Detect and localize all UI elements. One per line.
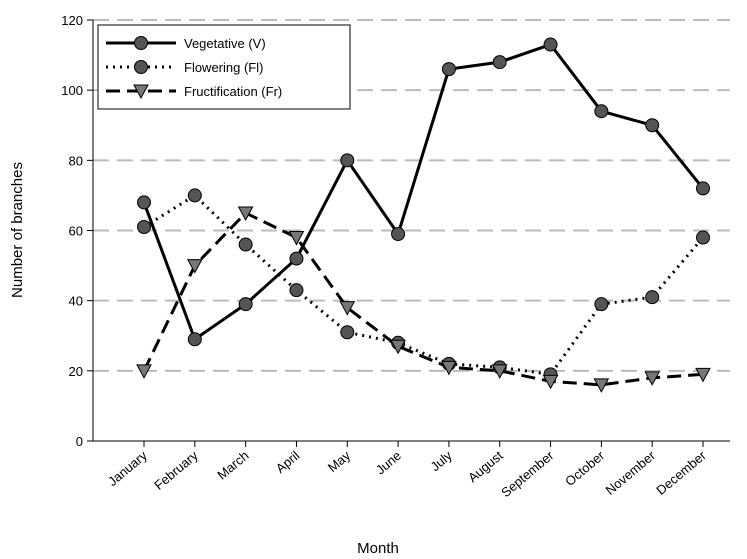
legend-label: Fructification (Fr) xyxy=(184,84,282,99)
point xyxy=(238,237,253,252)
legend: Vegetative (V) Flowering (Fl) Fructificati… xyxy=(97,24,351,110)
point xyxy=(695,367,711,383)
x-tick-label: October xyxy=(562,447,608,489)
point xyxy=(492,55,507,70)
legend-marker xyxy=(134,60,148,74)
point xyxy=(186,259,203,274)
x-tick-label: September xyxy=(498,447,557,500)
legend-marker xyxy=(134,36,148,50)
x-tick-label: May xyxy=(325,447,354,475)
point xyxy=(136,364,152,379)
point xyxy=(339,301,356,316)
y-tick-label: 0 xyxy=(76,434,83,449)
point xyxy=(696,230,710,245)
point xyxy=(137,195,151,210)
y-tick-label: 80 xyxy=(69,153,83,168)
point xyxy=(645,290,660,305)
point xyxy=(594,297,609,312)
legend-marker xyxy=(133,84,149,100)
x-tick-label: April xyxy=(273,448,303,476)
point xyxy=(696,181,710,196)
point xyxy=(289,251,304,266)
x-tick-label: July xyxy=(427,447,455,474)
y-tick-label: 60 xyxy=(69,224,83,239)
x-tick-label: August xyxy=(465,448,506,486)
x-tick-label: February xyxy=(151,447,201,492)
y-axis-label: Number of branches xyxy=(9,162,26,298)
legend-label: Flowering (Fl) xyxy=(184,60,263,75)
y-tick-label: 120 xyxy=(61,13,83,28)
point xyxy=(594,104,609,119)
point xyxy=(391,227,406,242)
x-tick-label: June xyxy=(373,448,404,478)
point xyxy=(288,231,305,246)
point xyxy=(187,188,202,203)
x-tick-label: January xyxy=(105,447,150,489)
y-tick-label: 100 xyxy=(61,83,83,98)
point xyxy=(644,371,661,386)
point xyxy=(593,378,610,393)
x-tick-label: March xyxy=(214,448,251,483)
x-tick-label: December xyxy=(653,447,709,497)
point xyxy=(340,153,355,168)
series-line xyxy=(143,193,705,376)
point xyxy=(137,219,151,234)
point xyxy=(543,37,558,52)
legend-label: Vegetative (V) xyxy=(184,36,266,51)
point xyxy=(187,332,202,347)
series-line xyxy=(142,211,704,387)
point xyxy=(238,297,253,312)
point xyxy=(441,62,456,77)
y-tick-label: 40 xyxy=(69,294,83,309)
point xyxy=(645,118,660,133)
point xyxy=(237,206,254,222)
x-tick-label: November xyxy=(603,447,659,497)
point xyxy=(491,364,508,379)
point xyxy=(542,374,559,390)
point xyxy=(340,325,355,340)
y-tick-label: 20 xyxy=(69,364,83,379)
point xyxy=(441,360,457,376)
x-axis-label: Month xyxy=(357,540,399,557)
point xyxy=(390,339,406,355)
point xyxy=(289,283,304,298)
series-line xyxy=(142,43,705,341)
